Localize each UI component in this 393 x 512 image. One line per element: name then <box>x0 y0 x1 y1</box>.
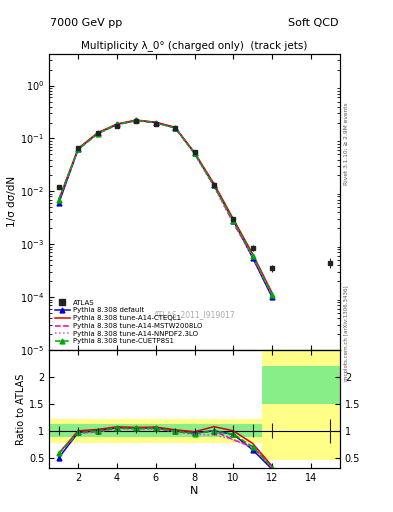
Y-axis label: Ratio to ATLAS: Ratio to ATLAS <box>16 374 26 445</box>
X-axis label: N: N <box>190 486 199 496</box>
Text: ATLAS_2011_I919017: ATLAS_2011_I919017 <box>154 310 235 319</box>
Y-axis label: 1/σ dσ/dN: 1/σ dσ/dN <box>7 176 17 227</box>
Text: 7000 GeV pp: 7000 GeV pp <box>50 18 123 28</box>
Legend: ATLAS, Pythia 8.308 default, Pythia 8.308 tune-A14-CTEQL1, Pythia 8.308 tune-A14: ATLAS, Pythia 8.308 default, Pythia 8.30… <box>53 297 204 347</box>
Text: mcplots.cern.ch [arXiv:1306.3436]: mcplots.cern.ch [arXiv:1306.3436] <box>344 285 349 380</box>
Title: Multiplicity λ_0° (charged only)  (track jets): Multiplicity λ_0° (charged only) (track … <box>81 40 308 51</box>
Text: Rivet 3.1.10; ≥ 2.9M events: Rivet 3.1.10; ≥ 2.9M events <box>344 102 349 185</box>
Text: Soft QCD: Soft QCD <box>288 18 339 28</box>
